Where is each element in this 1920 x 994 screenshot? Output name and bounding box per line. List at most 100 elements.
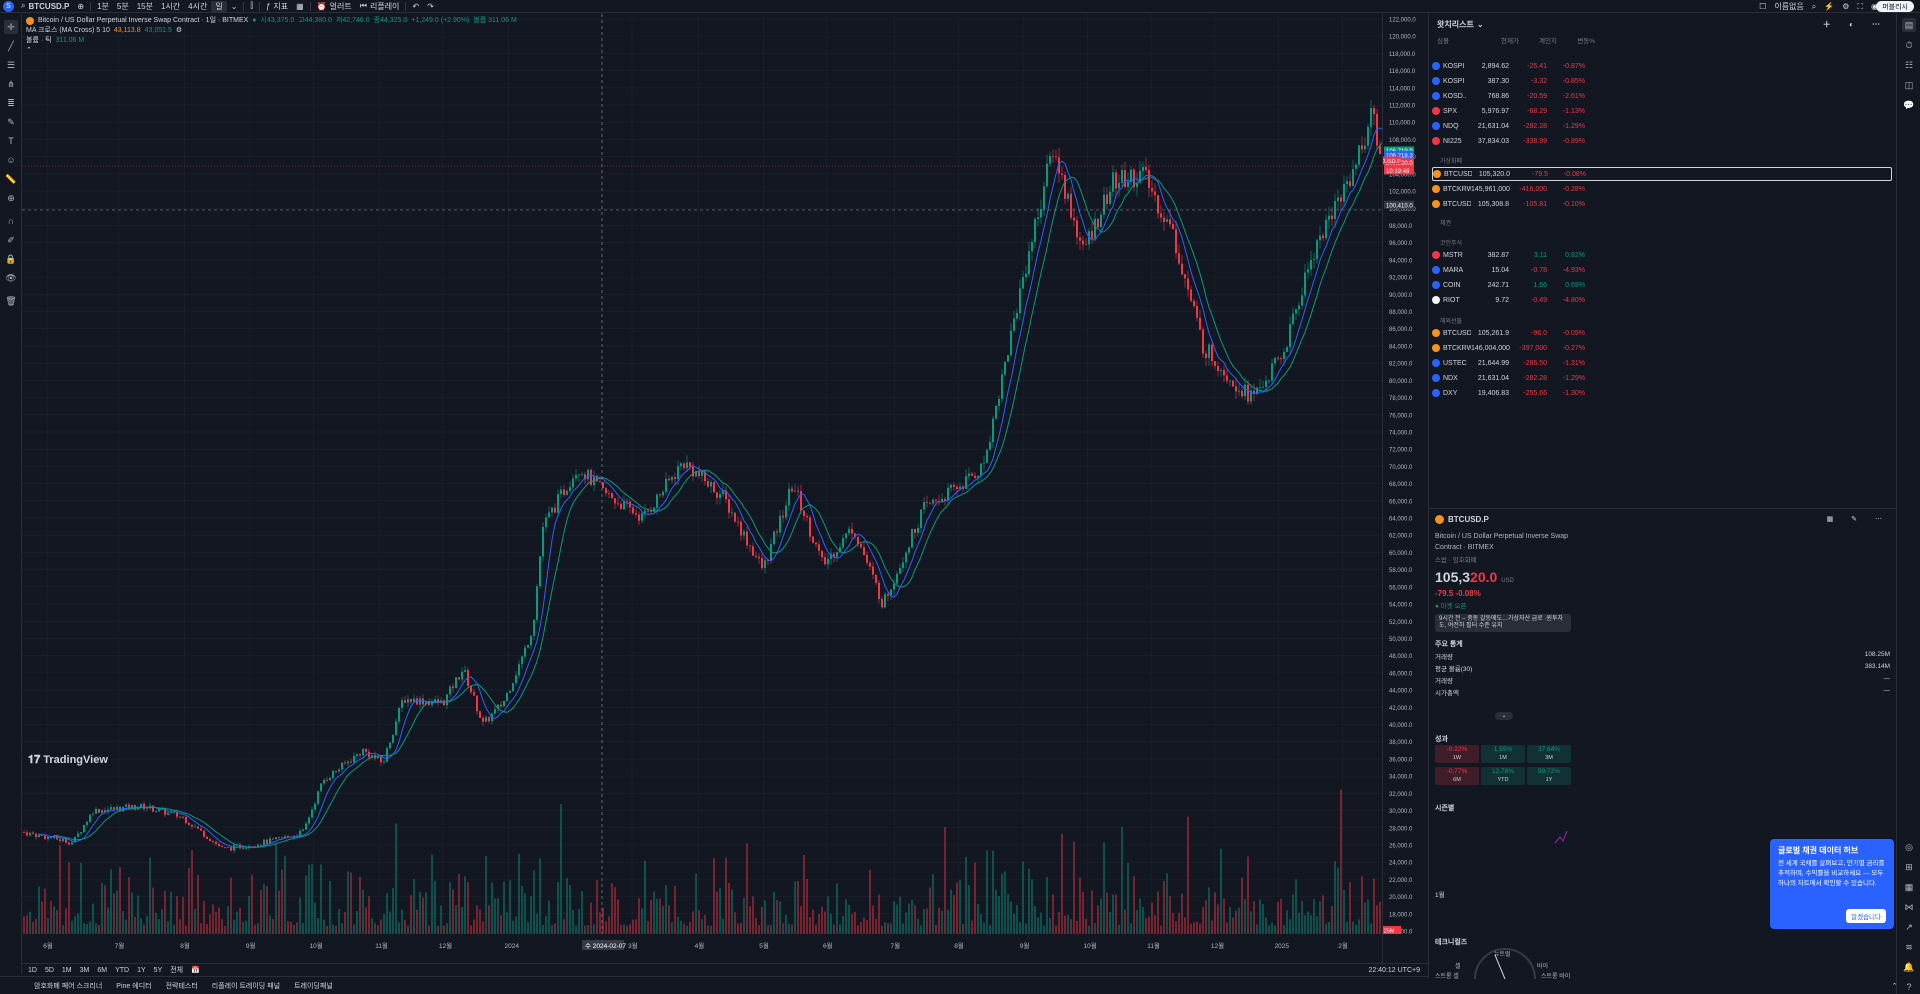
col-percent[interactable]: 변동% — [1577, 37, 1595, 45]
performance-cell[interactable]: 37.64% 3M — [1527, 745, 1571, 763]
watchlist-row[interactable]: USTEC 21,644.99 -286.50 -1.31% — [1432, 356, 1892, 370]
performance-cell[interactable]: 1.55% 1M — [1481, 745, 1525, 763]
broadcast-icon[interactable]: ≋ — [1905, 941, 1913, 952]
trash-icon[interactable]: 🗑 — [5, 295, 17, 306]
watchlist-row[interactable]: BTCKRW 145,961,000 -416,000 -0.28% — [1432, 182, 1892, 196]
range-1y[interactable]: 1Y — [137, 966, 146, 974]
interval-15m[interactable]: 15분 — [136, 1, 153, 11]
range-6m[interactable]: 6M — [97, 966, 108, 974]
zoom-in-icon[interactable]: ⊕ — [7, 192, 15, 203]
replay-button[interactable]: ⏮ 리플레이 — [356, 1, 404, 12]
layers-icon[interactable]: ◫ — [1904, 79, 1914, 90]
section-crypto[interactable]: 가상화폐 — [1440, 159, 1463, 165]
tab-crypto-screener[interactable]: 암호화폐 페어 스크리너 — [34, 982, 103, 990]
alert-button[interactable]: ⏰ 얼러트 — [313, 1, 356, 12]
expand-stats-button[interactable]: ⌄ — [1495, 712, 1513, 720]
chat-icon[interactable]: 💬 — [1903, 99, 1915, 110]
range-3m[interactable]: 3M — [79, 966, 90, 974]
tab-trading-panel[interactable]: 트레이딩패널 — [294, 982, 333, 990]
price-chart[interactable] — [22, 14, 1404, 963]
alerts-icon[interactable]: ⏱ — [1905, 39, 1913, 50]
crosshair-icon[interactable]: ✛ — [4, 20, 18, 34]
text-icon[interactable]: T — [8, 136, 14, 146]
chart-up-icon[interactable]: ↗ — [1905, 921, 1913, 932]
magnet-icon[interactable]: ∩ — [7, 216, 15, 226]
details-symbol[interactable]: BTCUSD.P — [1448, 515, 1489, 524]
watchlist-row[interactable]: BTCUSD 105,308.8 -105.81 -0.10% — [1432, 197, 1892, 211]
publish-button[interactable]: 퍼블리시 — [1876, 1, 1914, 12]
watchlist-row[interactable]: SPX 5,976.97 -68.29 -1.13% — [1432, 104, 1892, 118]
legend-title[interactable]: Bitcoin / US Dollar Perpetual Inverse Sw… — [38, 17, 249, 24]
price-axis[interactable]: 122,000.0 120,000.0 118,000.0 116,000.0 114,… — [1382, 14, 1428, 963]
col-symbol[interactable]: 심볼 — [1437, 37, 1449, 45]
interval-4h[interactable]: 4시간 — [188, 1, 208, 11]
calendar-icon[interactable]: ▦ — [1904, 881, 1914, 892]
camera-icon[interactable]: ◉ — [1871, 2, 1878, 11]
watchlist-row[interactable]: KOSD.. 768.86 -20.59 -2.61% — [1432, 89, 1892, 103]
target-icon[interactable]: ◎ — [1905, 841, 1913, 852]
details-exchange[interactable]: BITMEX — [1467, 544, 1494, 551]
ma-indicator-label[interactable]: MA 크로스 (MA Cross) 5 10 — [26, 27, 110, 34]
range-all[interactable]: 전체 — [170, 967, 184, 974]
time-axis[interactable]: 6월 7월 8월 9월 10월 11월 12월 2024 3월 4월 5월 6월 7월 8월 9월 10월 11… — [22, 939, 1428, 951]
help-icon[interactable]: ? — [1906, 982, 1912, 992]
watchlist-row[interactable]: NI225 37,834.03 -338.99 -0.89% — [1432, 134, 1892, 148]
brush-icon[interactable]: ✎ — [7, 116, 15, 127]
range-1m[interactable]: 1M — [61, 966, 72, 974]
horizontal-lines-icon[interactable]: ☰ — [6, 59, 16, 70]
ideas-icon[interactable]: ⊞ — [1905, 861, 1913, 872]
col-price[interactable]: 현재가 — [1501, 37, 1519, 45]
interval-1m[interactable]: 1분 — [97, 1, 109, 11]
quick-search-icon[interactable]: ⚡ — [1824, 2, 1835, 11]
avatar[interactable]: S — [3, 0, 14, 12]
watchlist-row[interactable]: MSTR 382.87 3.11 0.82% — [1432, 248, 1892, 262]
compare-button[interactable]: ⊕ — [73, 2, 88, 11]
watchlist-row[interactable]: DXY 19,406.83 -255.66 -1.30% — [1432, 386, 1892, 400]
watchlist-row[interactable]: NDQ 21,631.04 -282.28 -1.29% — [1432, 119, 1892, 133]
redo-button[interactable]: ↷ — [423, 2, 438, 11]
watchlist-actions[interactable]: ＋ ◐ ⋯ — [1822, 19, 1888, 29]
fib-icon[interactable]: ≣ — [7, 97, 15, 108]
watchlist-row[interactable]: BTCUSD 105,320.0 -79.5 -0.08% — [1432, 167, 1892, 181]
section-bonds[interactable]: 채권 — [1440, 221, 1452, 227]
search-icon[interactable]: ⌕ — [1811, 1, 1817, 11]
section-futures[interactable]: 해외선물 — [1440, 319, 1463, 325]
interval-1d[interactable]: 일 — [211, 0, 227, 12]
goto-date-icon[interactable]: 📅 — [191, 967, 200, 974]
section-coin-stocks[interactable]: 코인주식 — [1440, 241, 1463, 247]
layout-name[interactable]: 이름없음 — [1774, 2, 1804, 11]
range-ytd[interactable]: YTD — [115, 966, 130, 974]
collapse-legend-icon[interactable]: ⌃ — [26, 47, 32, 54]
performance-cell[interactable]: -0.22% 1W — [1435, 745, 1479, 763]
details-actions[interactable]: ▦ ✎ ⋯ — [1826, 516, 1890, 523]
range-1d[interactable]: 1D — [28, 966, 37, 974]
watchlist-row[interactable]: COIN 242.71 1.66 0.69% — [1432, 278, 1892, 292]
watchlist-icon[interactable]: ▤ — [1902, 18, 1916, 32]
performance-cell[interactable]: 59.72% 1Y — [1527, 767, 1571, 785]
trend-line-icon[interactable]: ╱ — [8, 40, 14, 51]
fullscreen-icon[interactable]: ⛶ — [1857, 1, 1864, 11]
lock-icon[interactable]: 🔒 — [5, 253, 17, 264]
layout-checkbox-icon[interactable]: ☐ — [1759, 2, 1767, 11]
popup-ok-button[interactable]: 알겠습니다 — [1846, 909, 1886, 923]
interval-5m[interactable]: 5분 — [116, 1, 129, 11]
undo-button[interactable]: ↶ — [408, 2, 423, 11]
chart-type-button[interactable]: ⫿ — [246, 1, 257, 11]
interval-dropdown[interactable]: ⌄ — [227, 2, 242, 11]
news-headline[interactable]: 9시간 전 – 중동 갈등에도…가상자산 급로 ·원투자도, 여전히 필터 수준… — [1435, 614, 1571, 632]
watchlist-row[interactable]: KOSPI 387.30 -3.32 -0.85% — [1432, 74, 1892, 88]
range-5d[interactable]: 5D — [44, 966, 54, 974]
watchlist-title[interactable]: 왓치리스트 — [1437, 19, 1474, 29]
volume-indicator-label[interactable]: 볼륨 · 틱 — [26, 37, 52, 44]
clock[interactable]: 22:40:12 UTC+9 — [1368, 966, 1420, 974]
layouts-button[interactable]: ▦ — [292, 2, 308, 11]
symbol-search[interactable]: ⌕ BTCUSD.P — [17, 1, 73, 11]
watchlist-row[interactable]: RIOT 9.72 -0.49 -4.80% — [1432, 293, 1892, 307]
ruler-icon[interactable]: 📏 — [5, 173, 17, 184]
pencil-lock-icon[interactable]: ✐ — [7, 234, 15, 245]
interval-1h[interactable]: 1시간 — [160, 1, 181, 11]
watchlist-row[interactable]: BTCKRW 146,004,000 -397,000 -0.27% — [1432, 341, 1892, 355]
eye-icon[interactable]: 👁 — [5, 272, 17, 283]
watchlist-row[interactable]: NDX 21,631.04 -282.28 -1.29% — [1432, 371, 1892, 385]
watchlist-row[interactable]: MARA 15.04 -0.78 -4.93% — [1432, 263, 1892, 277]
